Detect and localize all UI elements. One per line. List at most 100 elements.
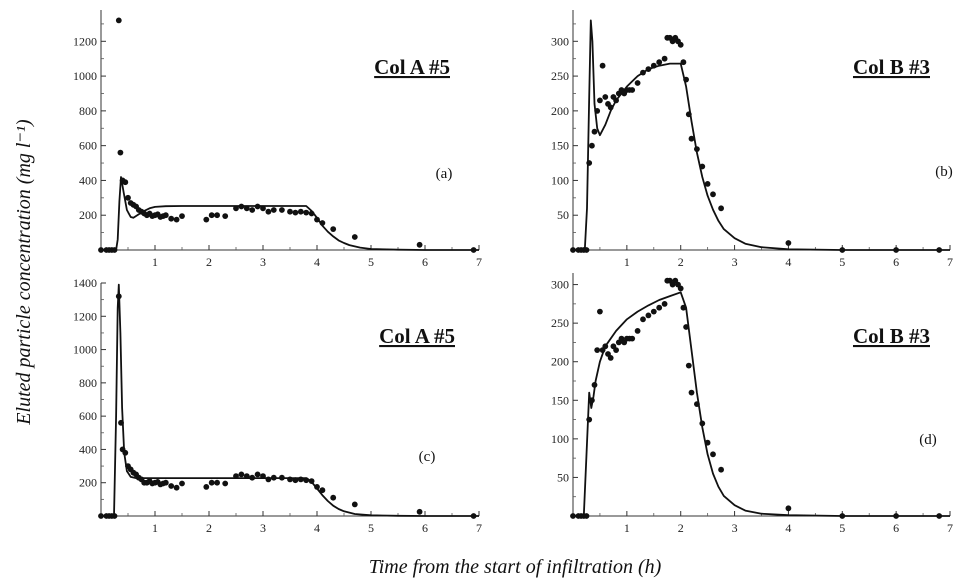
data-point-b [661,55,668,62]
data-point-c [115,293,122,300]
x-tick-label-c: 4 [314,521,320,535]
x-tick-label-a: 2 [206,255,212,269]
panel-tag-d: (d) [919,432,937,448]
data-point-d [685,362,692,369]
x-tick-label-d: 3 [732,521,738,535]
data-point-a [265,208,272,215]
data-point-b [645,66,652,72]
data-point-c [303,477,310,484]
y-tick-label-c: 400 [79,442,97,456]
x-tick-label-a: 3 [260,255,266,269]
data-point-c [203,484,210,490]
data-point-a [98,247,104,253]
data-point-a [122,179,129,186]
data-point-a [279,207,285,213]
x-tick-label-c: 5 [368,521,374,535]
data-point-b [640,69,646,76]
x-tick-label-a: 7 [476,255,482,269]
data-point-d [688,389,695,396]
panel-b: 50 100 150 200 250 300 1 2 3 4 5 6 7 Col B #3 (b) [551,10,953,269]
x-tick-label-d: 2 [678,521,684,535]
y-tick-label-b: 250 [551,69,569,83]
data-point-d [602,343,609,350]
data-point-b [710,191,716,198]
data-point-b [680,59,687,66]
data-point-b [629,87,636,93]
data-point-a [125,194,131,201]
data-point-a [308,210,315,217]
data-point-a [238,203,245,210]
y-tick-label-a: 1200 [73,34,97,48]
data-point-a [249,207,256,213]
data-point-b [589,142,595,149]
x-axis-label: Time from the start of infiltration (h) [369,556,662,578]
y-tick-label-a: 600 [79,139,97,153]
y-tick-label-d: 250 [551,316,569,330]
data-point-c [98,513,104,519]
data-point-c [279,474,285,481]
panel-tag-c: (c) [419,449,436,465]
data-point-b [607,104,614,111]
data-point-d [613,347,619,353]
data-point-b [586,160,593,166]
data-point-d [570,513,576,519]
data-point-c [270,474,277,481]
data-point-b [591,128,598,135]
data-point-c [319,487,326,494]
panel-title-c: Col A #5 [379,324,455,348]
data-point-a [270,207,277,213]
data-point-d [586,416,593,423]
data-point-c [265,476,272,483]
panel-tag-b: (b) [935,164,953,180]
data-point-c [292,477,299,484]
data-point-b [656,59,663,66]
y-tick-label-c: 800 [79,376,97,390]
y-tick-label-b: 200 [551,104,569,118]
x-tick-label-b: 4 [785,255,791,269]
data-point-b [718,205,724,212]
y-tick-label-b: 100 [551,173,569,187]
data-point-a [243,205,250,212]
data-point-a [254,203,261,210]
data-point-a [173,216,180,223]
y-tick-label-d: 200 [551,355,569,369]
data-point-c [222,480,229,487]
y-axis-label: Eluted particle concentration (mg l⁻¹) [13,119,35,426]
data-point-b [699,163,706,170]
y-tick-label-d: 100 [551,432,569,446]
data-point-a [416,241,423,248]
data-point-a [111,247,118,253]
data-point-a [117,149,124,156]
data-point-a [330,226,337,233]
data-point-d [710,451,716,458]
data-point-d [704,439,711,446]
data-point-d [661,301,668,307]
data-point-c [314,484,320,490]
x-tick-label-d: 4 [785,521,791,535]
y-tick-label-a: 1000 [73,69,97,83]
data-point-a [292,209,299,216]
model-curve-b [573,19,950,251]
data-point-a [260,205,266,212]
data-point-d [597,308,603,315]
data-point-c [233,473,239,479]
x-tick-label-b: 1 [624,255,630,269]
data-point-c [330,494,337,501]
data-point-b [839,247,846,253]
data-point-c [249,474,256,481]
y-tick-label-b: 50 [557,208,569,222]
data-point-a [314,216,320,223]
data-point-b [683,76,689,83]
data-point-b [688,135,695,142]
data-point-d [839,513,846,519]
x-tick-label-a: 4 [314,255,320,269]
data-point-b [650,62,657,69]
y-tick-label-b: 300 [551,34,569,48]
data-point-a [203,216,210,223]
x-tick-label-c: 6 [422,521,428,535]
y-tick-label-a: 800 [79,104,97,118]
data-point-c [162,479,169,486]
x-tick-label-d: 6 [893,521,899,535]
data-point-c [308,478,315,484]
data-point-c [297,476,304,483]
